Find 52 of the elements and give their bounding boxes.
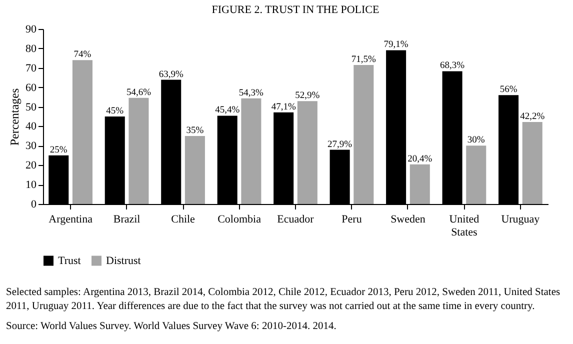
x-tick-label: Brazil (113, 214, 140, 226)
y-tick-label: 40 (26, 120, 37, 133)
x-tick-label: Chile (171, 214, 196, 226)
y-tick-label: 50 (26, 101, 37, 114)
y-tick-label: 70 (26, 62, 37, 74)
y-tick-label: 0 (31, 198, 37, 210)
legend-label: Distrust (106, 254, 141, 267)
data-label: 25% (50, 145, 68, 156)
data-label: 71,5% (351, 54, 376, 65)
data-label: 45,4% (215, 106, 240, 116)
x-tick-label: Uruguay (501, 214, 540, 226)
bar (184, 136, 205, 204)
bar (522, 122, 542, 204)
x-tick-label: Peru (342, 214, 362, 226)
x-tick-label: Sweden (390, 214, 426, 226)
data-label: 54,6% (126, 88, 152, 98)
data-label: 20,4% (408, 154, 432, 164)
data-label: 79,1% (384, 40, 408, 50)
bar (354, 64, 374, 204)
data-label: 68,3% (440, 61, 465, 72)
bar (72, 60, 92, 204)
data-label: 54,3% (238, 88, 264, 98)
text: Selected samples: Argentina 2013, Brazil 2014, Colombia 2012, Chile 2012, Ecuador 2013, Peru 2012, Sweden 2011, United States 2011, Uruguay 2011. Year differences are due to the fact that the survey was not carried out at the same time in every country. (6, 286, 562, 314)
y-tick-label: 60 (26, 82, 37, 94)
data-label: 74% (74, 50, 92, 60)
y-tick-label: 90 (26, 24, 37, 36)
data-label: 45% (106, 106, 124, 116)
y-tick-label: 80 (26, 42, 37, 55)
source-note: Source: World Values Survey. World Values Survey Wave 6: 2010-2014. 2014. (6, 320, 338, 334)
legend-label: Trust (58, 254, 81, 267)
bar (410, 164, 430, 204)
x-tick-label: Ecuador (277, 214, 314, 226)
bar (241, 98, 262, 204)
bar (297, 101, 318, 204)
data-label: 27,9% (328, 140, 352, 150)
chart-title: FIGURE 2. TRUST IN THE POLICE (212, 4, 380, 16)
x-tick-label: Argentina (48, 214, 93, 226)
x-tick-label: United States (449, 214, 480, 238)
bar (466, 146, 486, 204)
data-label: 35% (186, 126, 204, 136)
data-label: 63,9% (158, 70, 184, 80)
data-label: 52,9% (295, 91, 320, 102)
y-axis-title: Percentages (8, 88, 22, 146)
x-tick-label: Colombia (218, 214, 262, 226)
data-label: 42,2% (520, 112, 545, 122)
y-tick-label: 10 (26, 179, 37, 192)
y-tick-label: 20 (26, 160, 37, 172)
y-tick-label: 30 (26, 140, 37, 152)
data-label: 30% (467, 136, 485, 146)
data-label: 47,1% (271, 102, 296, 112)
data-label: 56% (500, 85, 518, 96)
bar (128, 98, 149, 204)
